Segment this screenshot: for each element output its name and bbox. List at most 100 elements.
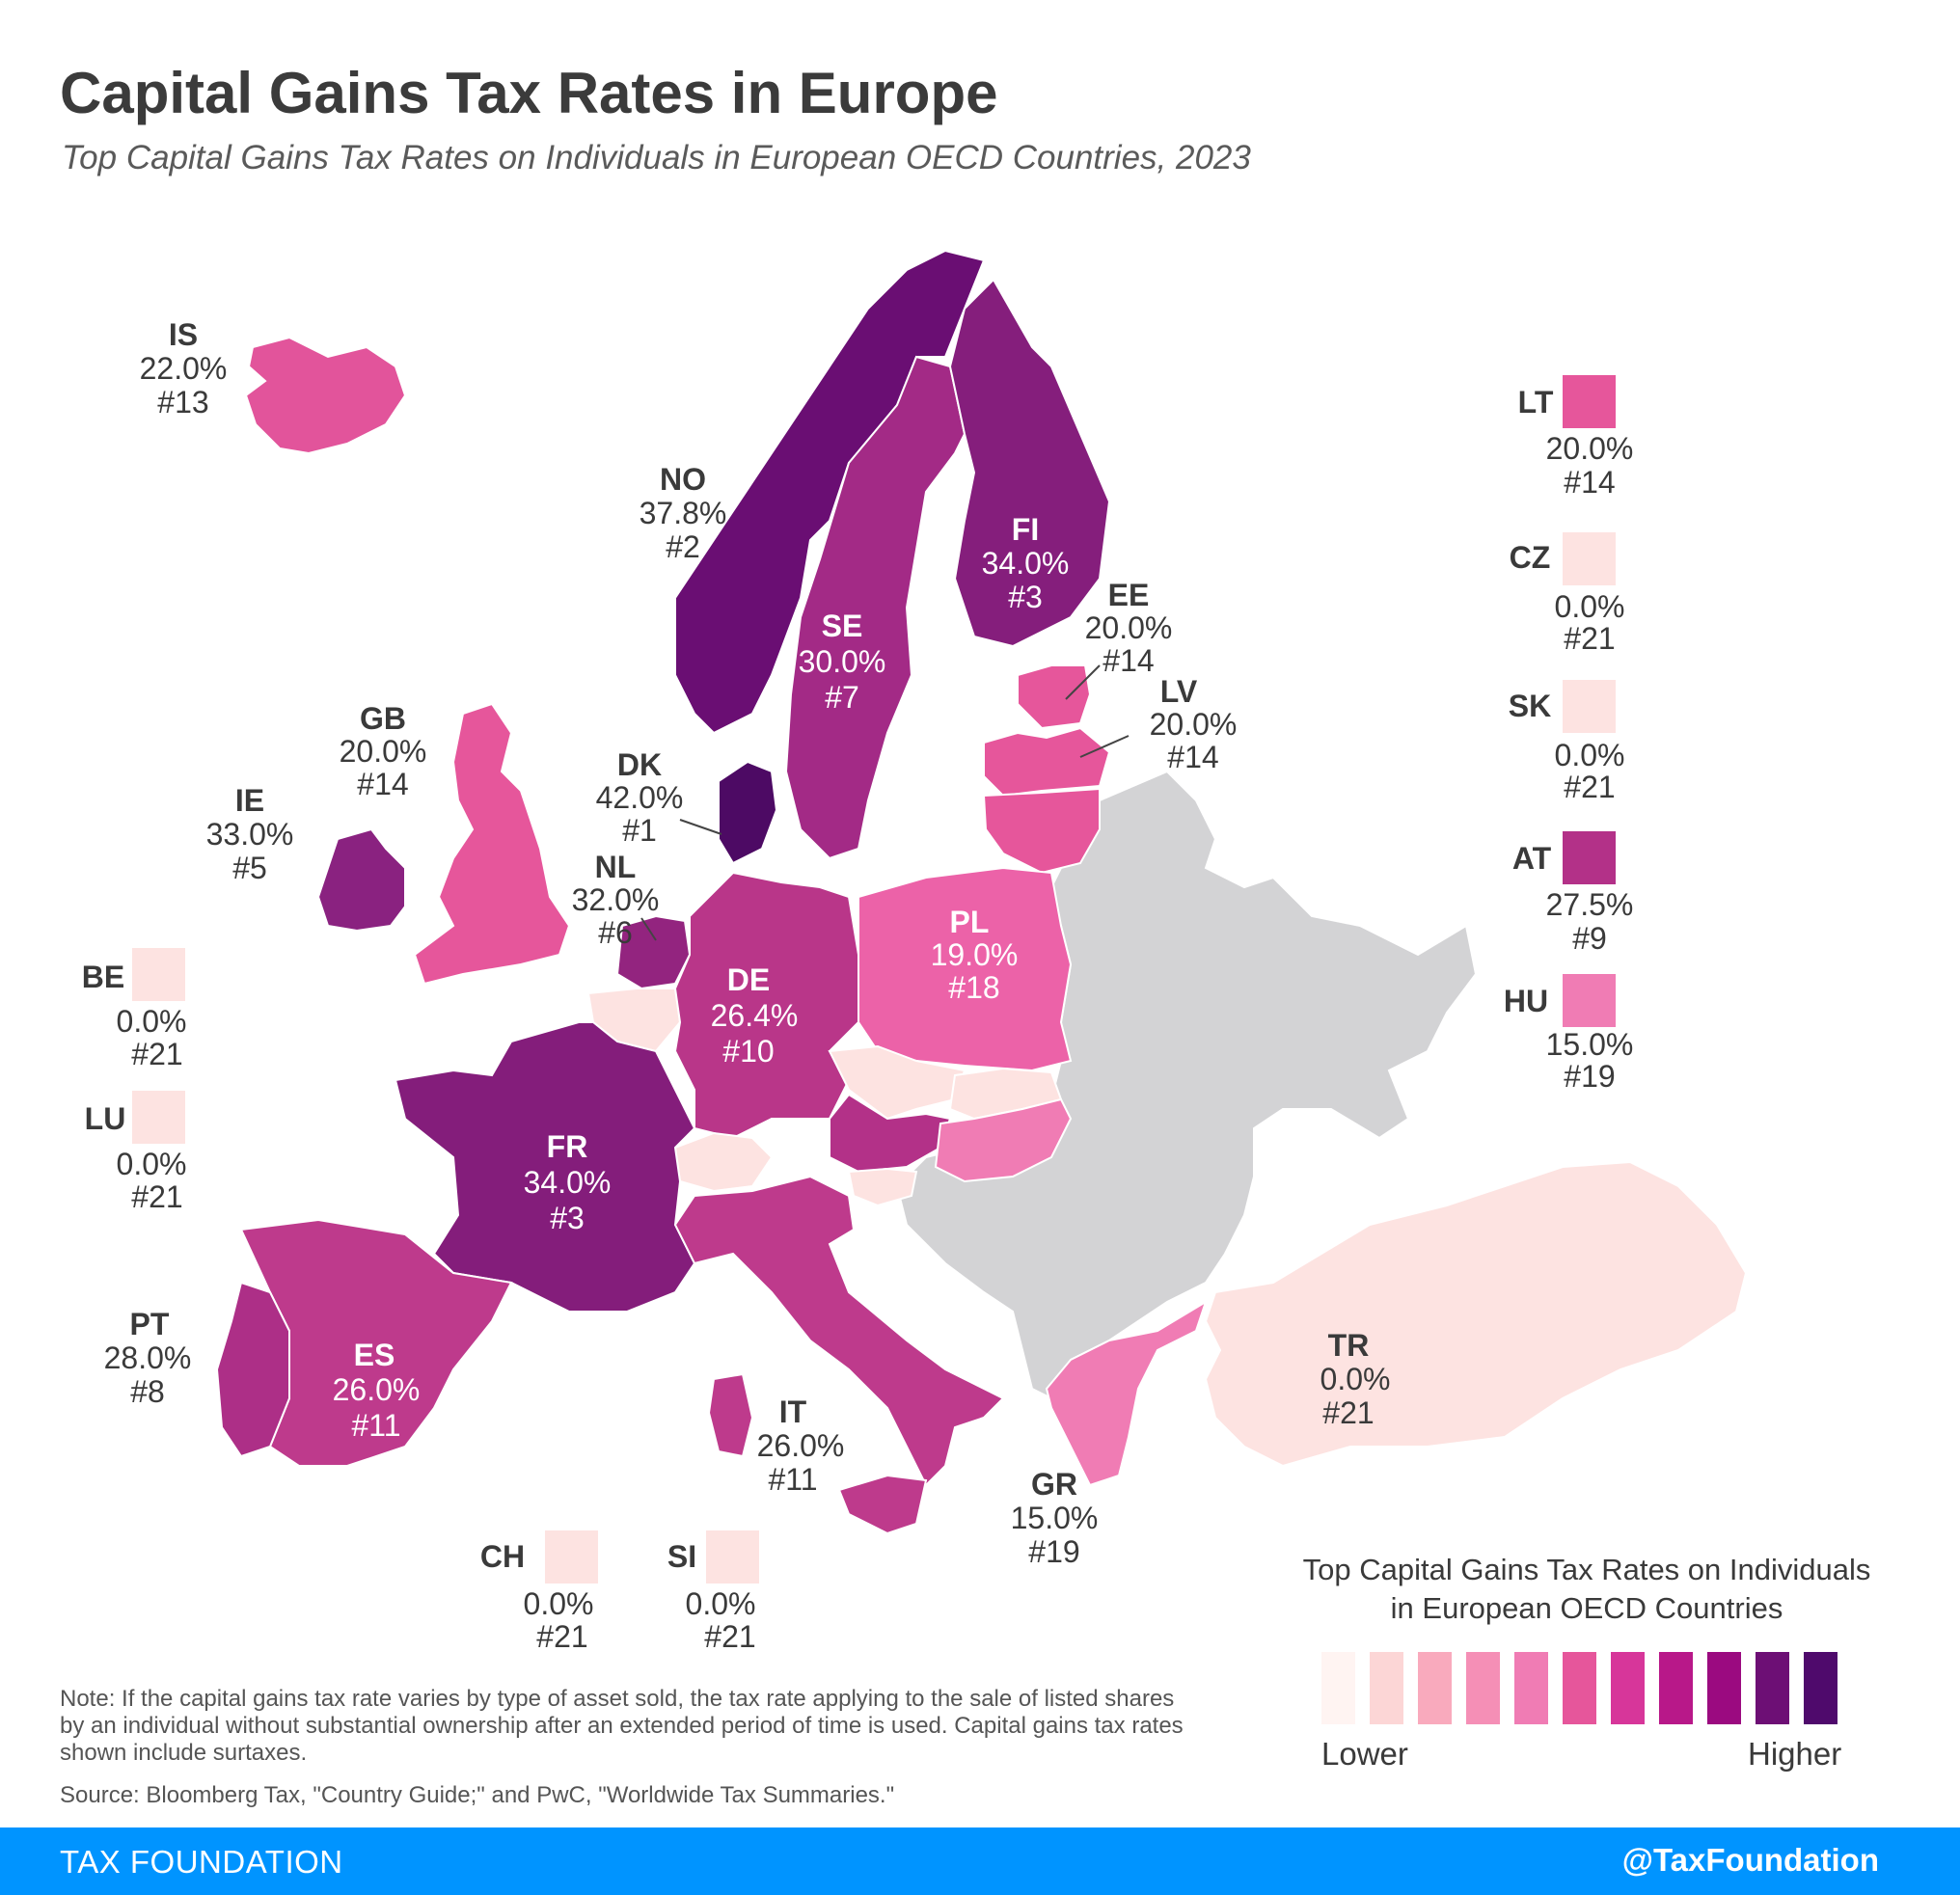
map-region-lv xyxy=(983,726,1111,798)
swatch-hu xyxy=(1563,974,1616,1027)
svg-text:PT: PT xyxy=(130,1307,170,1341)
map-label-fr: FR 34.0% #3 xyxy=(524,1129,612,1235)
footer-brand: TAX FOUNDATION xyxy=(60,1844,343,1880)
svg-text:#21: #21 xyxy=(131,1037,182,1071)
svg-text:#14: #14 xyxy=(357,767,408,801)
svg-text:#21: #21 xyxy=(131,1179,182,1214)
swatch-label-cz: CZ 0.0% #21 xyxy=(1510,532,1625,656)
swatch-at xyxy=(1563,831,1616,884)
svg-text:26.0%: 26.0% xyxy=(757,1428,845,1463)
svg-text:CZ: CZ xyxy=(1510,540,1551,575)
legend-higher-label: Higher xyxy=(1748,1736,1842,1772)
svg-text:HU: HU xyxy=(1504,984,1548,1018)
svg-text:CH: CH xyxy=(480,1539,525,1574)
svg-text:#21: #21 xyxy=(704,1619,755,1654)
svg-text:#11: #11 xyxy=(768,1462,817,1497)
svg-text:0.0%: 0.0% xyxy=(524,1586,594,1621)
svg-text:#5: #5 xyxy=(232,851,267,885)
svg-text:#21: #21 xyxy=(536,1619,587,1654)
svg-text:SK: SK xyxy=(1509,689,1551,723)
map-region-hu xyxy=(934,1097,1073,1183)
swatch-label-ch: CH 0.0% #21 xyxy=(480,1530,598,1654)
swatch-label-at: AT 27.5% #9 xyxy=(1512,831,1634,956)
map-region-lt xyxy=(982,787,1101,875)
svg-text:26.4%: 26.4% xyxy=(711,998,799,1033)
map-label-gb: GB 20.0% #14 xyxy=(340,701,427,801)
svg-text:32.0%: 32.0% xyxy=(572,882,660,917)
legend-swatch-4 xyxy=(1466,1652,1500,1724)
svg-text:37.8%: 37.8% xyxy=(640,496,727,530)
svg-text:#13: #13 xyxy=(157,385,208,420)
svg-text:DK: DK xyxy=(617,747,662,782)
svg-text:IS: IS xyxy=(169,317,198,352)
legend-title-line2: in European OECD Countries xyxy=(1390,1591,1783,1625)
svg-text:34.0%: 34.0% xyxy=(982,546,1070,581)
swatch-ch xyxy=(545,1530,598,1584)
svg-text:DE: DE xyxy=(727,962,770,997)
svg-text:ES: ES xyxy=(354,1338,395,1372)
swatch-cz xyxy=(1563,532,1616,585)
legend-swatch-7 xyxy=(1611,1652,1645,1724)
legend-swatch-8 xyxy=(1659,1652,1693,1724)
footnote: Note: If the capital gains tax rate vari… xyxy=(60,1686,1184,1766)
svg-text:LU: LU xyxy=(85,1101,126,1136)
svg-text:FR: FR xyxy=(547,1129,588,1164)
page-subtitle: Top Capital Gains Tax Rates on Individua… xyxy=(62,139,1251,176)
svg-text:#7: #7 xyxy=(825,680,859,715)
svg-text:26.0%: 26.0% xyxy=(333,1372,421,1407)
map-region-ee xyxy=(1017,664,1092,730)
map-label-nl: NL 32.0% #6 xyxy=(572,850,660,950)
svg-text:EE: EE xyxy=(1108,578,1150,612)
svg-text:22.0%: 22.0% xyxy=(140,351,228,386)
leader-line-ee xyxy=(1065,664,1101,700)
svg-text:#14: #14 xyxy=(1167,740,1218,774)
leader-line-lv xyxy=(1079,735,1130,758)
svg-text:0.0%: 0.0% xyxy=(1555,589,1625,624)
footer-handle: @TaxFoundation xyxy=(1621,1842,1879,1878)
swatch-label-si: SI 0.0% #21 xyxy=(667,1530,759,1654)
map-label-lv: LV 20.0% #14 xyxy=(1150,674,1238,774)
swatch-sk xyxy=(1563,680,1616,733)
swatch-label-lt: LT 20.0% #14 xyxy=(1518,375,1633,500)
map-label-es: ES 26.0% #11 xyxy=(333,1338,421,1443)
swatch-label-sk: SK 0.0% #21 xyxy=(1509,680,1625,804)
legend-title-line1: Top Capital Gains Tax Rates on Individua… xyxy=(1302,1553,1871,1586)
map-region-ie xyxy=(316,827,406,933)
map-region-pl xyxy=(858,866,1073,1072)
svg-text:0.0%: 0.0% xyxy=(117,1147,187,1181)
legend-color-scale xyxy=(1321,1652,1838,1724)
swatch-label-be: BE 0.0% #21 xyxy=(82,948,186,1071)
legend-swatch-10 xyxy=(1756,1652,1789,1724)
legend-swatch-3 xyxy=(1418,1652,1452,1724)
map-region-dk xyxy=(718,760,778,865)
svg-text:#14: #14 xyxy=(1102,643,1154,678)
svg-text:0.0%: 0.0% xyxy=(1320,1362,1391,1396)
svg-text:#10: #10 xyxy=(722,1034,774,1069)
map-label-no: NO 37.8% #2 xyxy=(640,462,727,564)
svg-text:#6: #6 xyxy=(598,915,633,950)
map-region-it xyxy=(673,1175,1005,1487)
svg-text:0.0%: 0.0% xyxy=(1555,738,1625,772)
svg-text:#14: #14 xyxy=(1564,465,1615,500)
svg-text:34.0%: 34.0% xyxy=(524,1165,612,1200)
footer-bar: TAX FOUNDATION @TaxFoundation xyxy=(0,1827,1960,1895)
svg-text:#1: #1 xyxy=(622,813,657,848)
svg-text:NO: NO xyxy=(660,462,706,497)
svg-text:#21: #21 xyxy=(1322,1395,1374,1430)
svg-text:#19: #19 xyxy=(1564,1059,1615,1094)
map-label-pt: PT 28.0% #8 xyxy=(104,1307,192,1409)
svg-text:27.5%: 27.5% xyxy=(1546,887,1634,922)
svg-text:#3: #3 xyxy=(550,1201,585,1235)
svg-text:20.0%: 20.0% xyxy=(340,734,427,769)
legend-title: Top Capital Gains Tax Rates on Individua… xyxy=(1244,1551,1929,1628)
map-region-it-sardinia xyxy=(707,1372,754,1458)
swatch-label-lu: LU 0.0% #21 xyxy=(85,1091,187,1214)
svg-text:#2: #2 xyxy=(666,529,700,564)
map-region-gr xyxy=(1045,1299,1208,1487)
legend-swatch-9 xyxy=(1707,1652,1741,1724)
svg-text:#21: #21 xyxy=(1564,621,1615,656)
svg-text:#8: #8 xyxy=(130,1374,165,1409)
svg-text:AT: AT xyxy=(1512,841,1552,876)
map-region-se xyxy=(784,355,966,860)
svg-text:28.0%: 28.0% xyxy=(104,1340,192,1375)
